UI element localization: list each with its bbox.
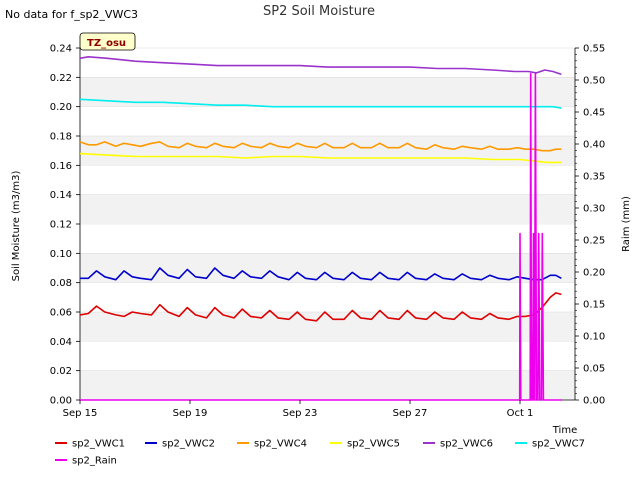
x-axis-label: Time (552, 425, 577, 436)
tz-tag-label: TZ_osu (87, 38, 126, 49)
x-tick-label: Sep 23 (283, 408, 318, 419)
y-axis-left: 0.00 0.02 0.04 0.06 0.08 0.10 0.12 0.14 0.16 0.18… (50, 44, 80, 407)
y-tick-label: 0.10 (50, 249, 72, 260)
y2-tick-label: 0.25 (583, 236, 605, 247)
grid-band (80, 253, 575, 283)
y-tick-label: 0.06 (50, 308, 72, 319)
grid-band (80, 136, 575, 166)
y2-tick-label: 0.15 (583, 300, 605, 311)
y-tick-label: 0.04 (50, 337, 72, 348)
y2-tick-label: 0.55 (583, 44, 605, 55)
y2-tick-label: 0.10 (583, 332, 605, 343)
y-tick-label: 0.12 (50, 220, 72, 231)
y-tick-label: 0.02 (50, 366, 72, 377)
series-line-sp2-rain (80, 72, 562, 401)
no-data-note: No data for f_sp2_VWC3 (5, 8, 138, 21)
y-tick-label: 0.16 (50, 161, 72, 172)
x-tick-label: Sep 19 (173, 408, 208, 419)
y2-tick-label: 0.30 (583, 204, 605, 215)
background-bands (80, 47, 575, 400)
y-tick-label: 0.20 (50, 102, 72, 113)
x-axis: Sep 15 Sep 19 Sep 23 Sep 27 Oct 1 (63, 400, 534, 419)
series-line-sp2-vwc5 (79, 152, 562, 164)
y2-axis-label: Raim (mm) (621, 196, 632, 252)
y2-tick-label: 0.05 (583, 364, 605, 375)
y-tick-label: 0.08 (50, 278, 72, 289)
chart-title: SP2 Soil Moisture (263, 4, 375, 19)
x-tick-label: Oct 1 (507, 408, 534, 419)
series-layer (79, 55, 562, 401)
y-axis-label: Soil Moisture (m3/m3) (11, 171, 22, 282)
legend-label: sp2_Rain (72, 456, 117, 467)
y2-tick-label: 0.50 (583, 76, 605, 87)
series-line-sp2-vwc7 (79, 98, 562, 109)
legend-label: sp2_VWC5 (347, 439, 400, 450)
legend-label: sp2_VWC2 (162, 439, 215, 450)
grid-band (80, 312, 575, 342)
y2-tick-label: 0.00 (583, 396, 605, 407)
grid-band (80, 194, 575, 224)
y-tick-label: 0.00 (50, 396, 72, 407)
tz-tag: TZ_osu (79, 32, 136, 51)
series-line-sp2-vwc2 (80, 267, 562, 281)
x-tick-label: Sep 27 (393, 408, 428, 419)
y2-tick-label: 0.40 (583, 140, 605, 151)
y-tick-label: 0.22 (50, 73, 72, 84)
y-tick-label: 0.18 (50, 132, 72, 143)
legend-label: sp2_VWC7 (532, 439, 585, 450)
y2-tick-label: 0.45 (583, 108, 605, 119)
x-tick-label: Sep 15 (63, 408, 98, 419)
tz-tag-box (79, 32, 136, 51)
legend-label: sp2_VWC6 (440, 439, 493, 450)
y2-tick-label: 0.35 (583, 172, 605, 183)
y2-tick-label: 0.20 (583, 268, 605, 279)
y-tick-label: 0.24 (50, 44, 72, 55)
legend-label: sp2_VWC4 (254, 439, 307, 450)
y-tick-label: 0.14 (50, 190, 72, 201)
legend: sp2_VWC1 sp2_VWC2 sp2_VWC4 sp2_VWC5 sp2_VWC6… (55, 439, 585, 467)
series-line-sp2-vwc1 (79, 292, 562, 322)
series-line-sp2-vwc4 (79, 141, 562, 152)
grid-band (80, 370, 575, 400)
series-line-sp2-vwc6 (79, 55, 562, 76)
y-axis-right: 0.00 0.05 0.10 0.15 0.20 0.25 0.30 0.35 0.40 0.45… (575, 44, 605, 407)
legend-label: sp2_VWC1 (72, 439, 125, 450)
